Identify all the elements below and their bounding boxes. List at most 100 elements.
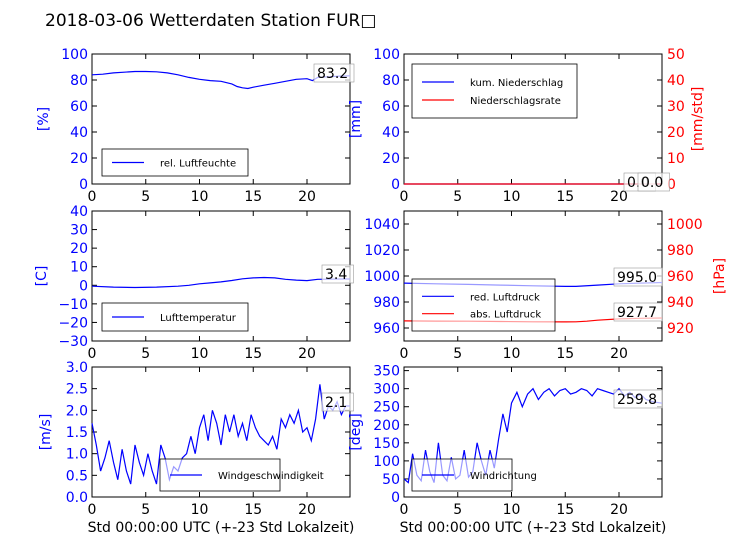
y-right-axis-label: [mm/std] <box>690 87 706 152</box>
value-box <box>613 267 663 287</box>
y-tick-label: 250 <box>373 400 400 416</box>
panel-precipitation: 0 5 10 15 20 0 20 40 60 80 100 [mm] 0 10 20 30 40 50 [mm/s… <box>348 47 706 205</box>
legend: kum. Niederschlag Niederschlagsrate <box>411 63 578 119</box>
x-axis-label: Std 00:00:00 UTC (+-23 Std Lokalzeit) <box>400 520 667 536</box>
x-tick-label: 10 <box>191 502 209 518</box>
y-tick-label: 20 <box>70 241 88 257</box>
y-tick-label: 0 <box>79 278 88 294</box>
y-tick-label: 10 <box>70 260 88 276</box>
y-right-tick-label: 1000 <box>667 217 703 233</box>
y-tick-label: −30 <box>58 334 88 350</box>
y-axis-label: [deg] <box>348 413 364 450</box>
x-tick-label: 15 <box>556 502 574 518</box>
y-tick-label: 980 <box>373 295 400 311</box>
legend-box <box>411 278 556 332</box>
x-tick-label: 5 <box>453 346 462 362</box>
value-box-text: 3.4 <box>325 267 347 283</box>
y-tick-label: 60 <box>382 99 400 115</box>
y-tick-label: 0 <box>391 490 400 506</box>
legend: Windgeschwindigkeit <box>159 458 324 492</box>
y-tick-label: 1.5 <box>66 425 88 441</box>
legend-entry: abs. Luftdruck <box>470 310 541 321</box>
x-tick-label: 10 <box>191 189 209 205</box>
x-tick-label: 15 <box>244 189 262 205</box>
legend-box <box>101 148 249 177</box>
y-tick-label: 1000 <box>364 269 400 285</box>
x-tick-label: 0 <box>88 189 97 205</box>
y-tick-label: 0 <box>391 177 400 193</box>
value-box-text: 927.7 <box>617 305 657 321</box>
x-tick-label: 0 <box>88 502 97 518</box>
x-tick-label: 15 <box>244 346 262 362</box>
y-axis-label: [%] <box>36 107 52 131</box>
y-axis-label: [C] <box>34 266 50 287</box>
y-tick-label: 1020 <box>364 243 400 259</box>
value-box <box>313 63 355 83</box>
panel-temperature: 0 5 10 15 20 −30 −20 −10 0 10 20 30 40 [C] Lufttempera… <box>34 204 354 362</box>
x-tick-label: 5 <box>453 502 462 518</box>
y-tick-label: 0.5 <box>66 468 88 484</box>
y-tick-label: 30 <box>70 223 88 239</box>
legend-entry: rel. Luftfeuchte <box>160 159 236 170</box>
value-box <box>613 389 663 409</box>
value-box-text: 0.0 <box>641 175 663 191</box>
x-tick-label: 20 <box>298 346 316 362</box>
panel-pressure: 0 5 10 15 20 960 980 1000 1020 1040 920 940 960 980 10… <box>364 210 728 362</box>
y-tick-label: 1.0 <box>66 447 88 463</box>
y-tick-label: 200 <box>373 418 400 434</box>
y-tick-label: −10 <box>58 297 88 313</box>
y-right-tick-label: 920 <box>667 321 694 337</box>
legend-entry: red. Luftdruck <box>470 292 540 303</box>
x-axis-label: Std 00:00:00 UTC (+-23 Std Lokalzeit) <box>88 520 355 536</box>
value-box-text: 259.8 <box>617 392 657 408</box>
legend: Lufttemperatur <box>101 302 249 332</box>
y-tick-label: 2.0 <box>66 403 88 419</box>
y-right-tick-label: 50 <box>667 47 685 63</box>
series-line-0 <box>91 276 350 289</box>
x-tick-label: 15 <box>244 502 262 518</box>
y-tick-label: 80 <box>382 73 400 89</box>
x-tick-label: 5 <box>141 189 150 205</box>
legend-entry: kum. Niederschlag <box>470 78 563 89</box>
value-box <box>637 172 670 192</box>
y-right-tick-label: 30 <box>667 99 685 115</box>
series-line-0 <box>91 384 350 485</box>
y-axis-label: [m/s] <box>38 414 54 451</box>
y-tick-label: 40 <box>70 125 88 141</box>
legend-entry: Niederschlagsrate <box>470 96 561 107</box>
panel-humidity: 0 5 10 15 20 0 20 40 60 80 100 [%] rel. Luftfeuchte 8… <box>36 47 355 205</box>
y-tick-label: −20 <box>58 315 88 331</box>
y-tick-label: 1040 <box>364 217 400 233</box>
y-tick-label: 20 <box>382 151 400 167</box>
legend-box <box>411 63 578 119</box>
y-right-tick-label: 980 <box>667 243 694 259</box>
y-tick-label: 100 <box>373 47 400 63</box>
x-tick-label: 10 <box>191 346 209 362</box>
y-tick-label: 0.0 <box>66 490 88 506</box>
y-tick-label: 40 <box>70 204 88 220</box>
y-tick-label: 20 <box>70 151 88 167</box>
y-tick-label: 0 <box>79 177 88 193</box>
x-tick-label: 15 <box>556 189 574 205</box>
legend: red. Luftdruck abs. Luftdruck <box>411 278 556 332</box>
x-tick-label: 20 <box>610 346 628 362</box>
y-tick-label: 3.0 <box>66 360 88 376</box>
y-tick-label: 350 <box>373 364 400 380</box>
x-tick-label: 20 <box>610 189 628 205</box>
legend-entry: Windgeschwindigkeit <box>218 471 324 482</box>
y-tick-label: 50 <box>382 472 400 488</box>
y-tick-label: 40 <box>382 125 400 141</box>
y-right-tick-label: 10 <box>667 151 685 167</box>
y-tick-label: 300 <box>373 382 400 398</box>
x-tick-label: 5 <box>141 346 150 362</box>
legend-entry: Windrichtung <box>470 471 537 482</box>
y-tick-label: 80 <box>70 73 88 89</box>
y-right-tick-label: 960 <box>667 269 694 285</box>
y-right-tick-label: 0 <box>667 177 676 193</box>
value-box-text: 83.2 <box>317 66 348 82</box>
y-tick-label: 100 <box>61 47 88 63</box>
x-tick-label: 0 <box>400 502 409 518</box>
y-tick-label: 2.5 <box>66 382 88 398</box>
